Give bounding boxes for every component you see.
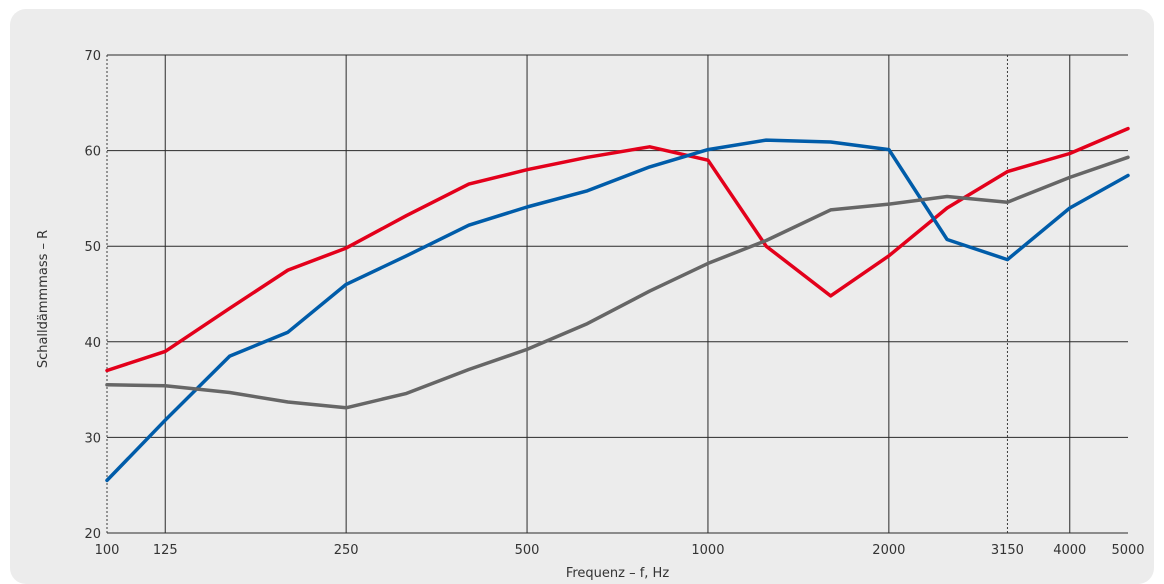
x-tick-label: 5000 [1111,543,1144,558]
x-tick-label: 250 [334,543,359,558]
grid [106,54,1128,534]
series-line-1 [105,126,1130,373]
x-tick-label: 1000 [691,543,724,558]
y-tick-label: 70 [84,49,101,64]
y-tick-label: 30 [84,431,101,446]
y-tick-label: 50 [84,240,101,255]
series-line-3 [105,155,1130,410]
y-tick-label: 60 [84,145,101,160]
chart-panel [10,9,1154,584]
y-tick-label: 20 [84,527,101,542]
y-axis-label: Schalldämmmass – R [36,230,51,368]
x-tick-label: 100 [95,543,120,558]
x-tick-label: 3150 [991,543,1024,558]
series-line-2 [105,138,1130,483]
x-tick-label: 4000 [1053,543,1086,558]
x-tick-label: 500 [515,543,540,558]
x-axis-label: Frequenz – f, Hz [566,566,670,581]
x-tick-label: 125 [153,543,178,558]
x-tick-label: 2000 [872,543,905,558]
y-tick-label: 40 [84,336,101,351]
series-lines [105,126,1130,483]
tick-labels: 20 30 40 50 60 70 100 125 250 500 1000 2000 3150 4000… [84,49,1144,558]
